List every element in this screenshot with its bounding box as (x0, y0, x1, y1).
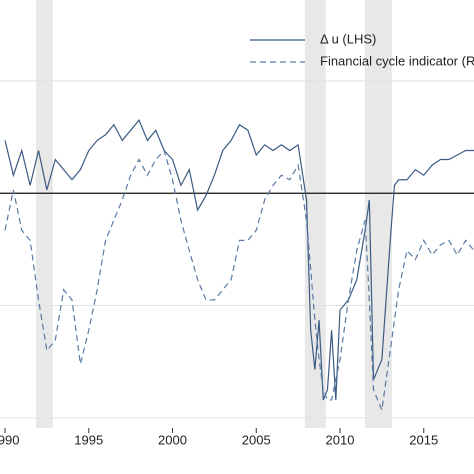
shaded-period (36, 0, 53, 428)
legend-label: Financial cycle indicator (RHS) (320, 53, 474, 68)
x-tick-label: 2010 (326, 432, 355, 447)
series-line (4, 149, 474, 413)
x-tick-label: 1990 (0, 432, 19, 447)
x-tick-label: 2015 (409, 432, 438, 447)
x-tick-label: 2005 (242, 432, 271, 447)
x-tick-label: 2000 (158, 432, 187, 447)
legend-label: Δ u (LHS) (320, 31, 376, 46)
x-tick-label: 1995 (74, 432, 103, 447)
series-line (4, 119, 474, 401)
